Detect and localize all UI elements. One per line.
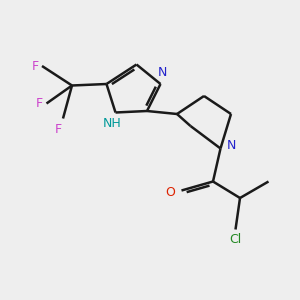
Text: Cl: Cl — [230, 233, 242, 246]
Text: O: O — [165, 185, 175, 199]
Text: N: N — [157, 66, 167, 79]
Text: F: F — [36, 97, 43, 110]
Text: F: F — [54, 123, 61, 136]
Text: F: F — [31, 59, 38, 73]
Text: N: N — [227, 139, 236, 152]
Text: NH: NH — [103, 117, 121, 130]
